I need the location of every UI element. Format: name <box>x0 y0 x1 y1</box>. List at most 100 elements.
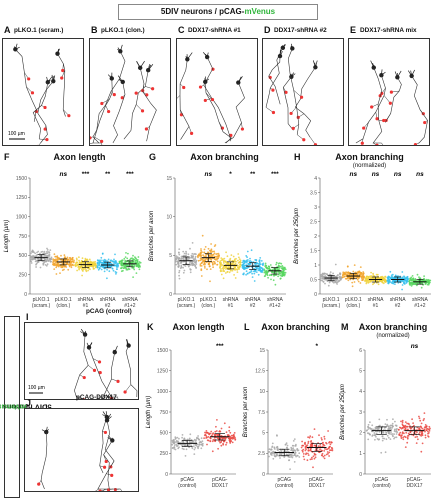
data-point <box>255 271 258 273</box>
data-point <box>204 431 206 434</box>
data-point <box>372 283 374 286</box>
data-point <box>206 443 208 446</box>
data-point <box>266 271 269 274</box>
data-point <box>85 268 87 270</box>
data-point <box>101 261 104 264</box>
data-point <box>307 436 309 439</box>
data-point <box>212 266 214 269</box>
data-point <box>132 266 135 269</box>
data-point <box>44 264 47 266</box>
data-point <box>75 257 78 260</box>
data-point <box>270 453 272 456</box>
data-point <box>200 275 203 277</box>
data-point <box>421 442 424 445</box>
y-tick-label: 0 <box>165 472 168 478</box>
data-point <box>178 257 181 259</box>
data-point <box>216 253 219 255</box>
data-point <box>37 250 40 253</box>
data-point <box>120 262 123 264</box>
data-point <box>201 443 204 446</box>
data-point <box>200 257 203 260</box>
data-point <box>367 428 370 430</box>
data-point <box>198 253 201 255</box>
data-point <box>112 260 114 262</box>
data-point <box>184 455 187 457</box>
data-point <box>327 284 330 287</box>
data-point <box>375 432 378 435</box>
y-tick-label: 250 <box>160 451 169 457</box>
data-point <box>219 438 222 440</box>
data-point <box>100 268 103 271</box>
data-point <box>189 268 192 271</box>
data-point <box>403 280 406 282</box>
data-point <box>400 420 402 423</box>
data-point <box>219 261 221 264</box>
data-point <box>175 443 178 446</box>
data-point <box>220 273 223 276</box>
neuron-cell <box>74 328 97 399</box>
data-point <box>50 258 53 260</box>
data-point <box>343 273 345 276</box>
data-point <box>388 276 391 278</box>
category-label: #1 <box>373 303 379 309</box>
neuron-cell <box>136 60 157 142</box>
data-point <box>275 452 278 455</box>
data-point <box>397 428 400 431</box>
data-point <box>362 272 365 275</box>
data-point <box>59 272 61 274</box>
y-tick-label: 1000 <box>157 389 168 395</box>
neuron-cell <box>287 43 306 142</box>
data-point <box>97 268 100 271</box>
neuron-cell <box>99 411 110 474</box>
data-point <box>364 280 366 283</box>
data-point <box>332 272 334 275</box>
data-point <box>94 264 97 267</box>
data-point <box>404 436 407 439</box>
data-point <box>94 263 97 265</box>
data-point <box>66 259 69 261</box>
data-point <box>328 451 331 454</box>
data-point <box>181 436 183 439</box>
data-point <box>253 280 256 282</box>
data-point <box>319 445 322 448</box>
neuron-cell <box>32 76 53 142</box>
data-point <box>249 260 252 262</box>
data-point <box>420 286 423 289</box>
data-point <box>189 433 192 436</box>
data-point <box>171 443 174 446</box>
data-point <box>425 429 428 432</box>
chart-panel-K: K Axon length Length (µm) 0 250 500 750 1000 125… <box>143 322 240 494</box>
data-point <box>278 262 281 265</box>
data-point <box>405 425 408 428</box>
chart-svg: Length (µm)0250500750100012501500pLKO.1(… <box>4 171 142 309</box>
data-point <box>81 257 84 260</box>
data-point <box>372 272 374 275</box>
category-label: #1 <box>228 303 234 309</box>
data-point <box>109 259 112 262</box>
data-point <box>316 449 319 452</box>
data-point <box>214 440 217 443</box>
data-point <box>404 446 407 448</box>
data-point <box>412 434 415 437</box>
series-0 <box>174 242 198 280</box>
chart-title: Axon branching <box>261 322 330 332</box>
neuron-cell <box>198 52 233 142</box>
data-point <box>328 441 331 443</box>
axon-tip-marker <box>97 360 102 364</box>
chart-panel-G: G Axon branching Branches per axon 0 5 10 15 pL… <box>145 152 290 312</box>
data-point <box>335 281 338 284</box>
data-point <box>398 279 401 282</box>
header-title-green: mVenus <box>244 7 276 16</box>
data-point <box>343 275 346 278</box>
data-point <box>76 258 78 261</box>
data-point <box>275 274 277 276</box>
significance-label: ns <box>372 171 380 178</box>
significance-label: ** <box>250 171 256 178</box>
data-point <box>46 250 48 253</box>
y-tick-label: 0.5 <box>310 277 317 283</box>
header-title-prefix: 5DIV neurons / pCAG- <box>160 7 245 16</box>
data-point <box>274 448 276 450</box>
data-point <box>123 267 125 270</box>
data-point <box>298 452 301 455</box>
data-point <box>120 270 123 273</box>
